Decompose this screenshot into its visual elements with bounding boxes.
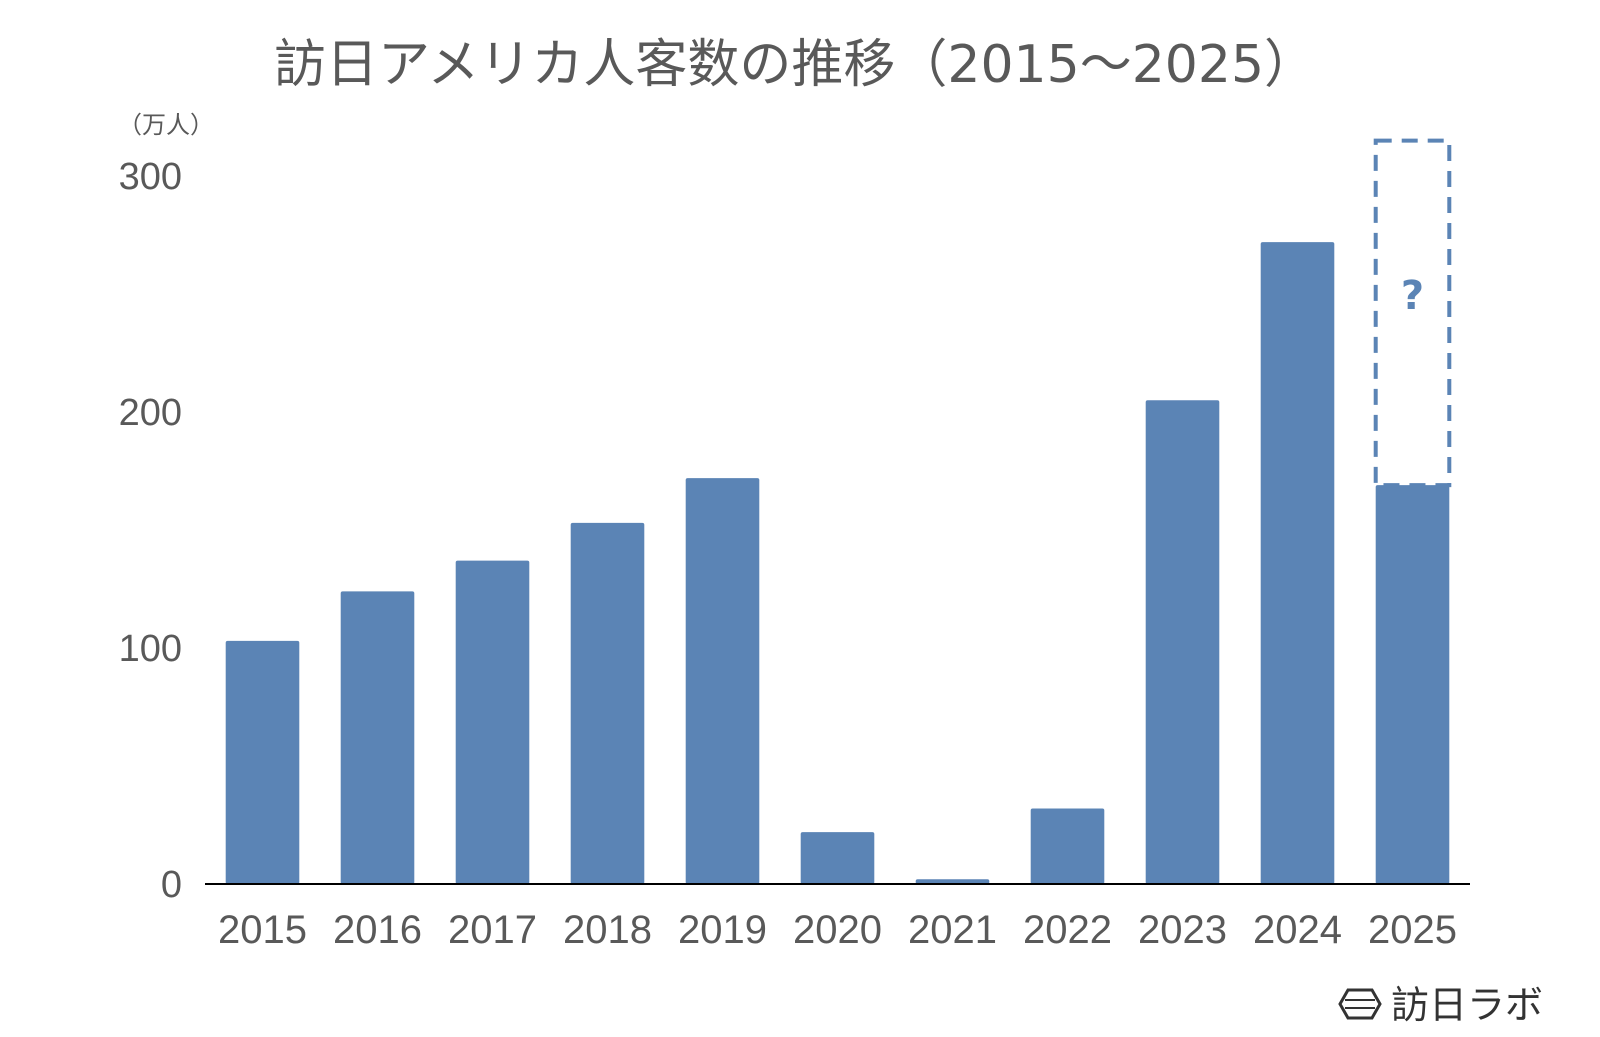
chart-title: 訪日アメリカ人客数の推移（2015〜2025）: [274, 35, 1316, 95]
x-tick-label: 2016: [333, 908, 422, 952]
x-axis-ticks: 2015 2016 2017 2018 2019 2020 2021 2022 2023 2024…: [218, 908, 1457, 952]
bar: [1375, 485, 1450, 884]
forecast-marker: ?: [1401, 273, 1424, 319]
bar: [685, 478, 760, 884]
bar: [340, 591, 415, 884]
bar: [570, 522, 645, 884]
y-tick-label: 0: [161, 864, 182, 906]
bar: [225, 640, 300, 884]
x-tick-label: 2025: [1368, 908, 1457, 952]
brand-name: 訪日ラボ: [1391, 983, 1543, 1027]
forecast-group: ?: [1373, 138, 1452, 488]
forecast-dashed-box: [1373, 138, 1452, 488]
x-tick-label: 2019: [678, 908, 767, 952]
y-axis-unit-label: （万人）: [118, 111, 214, 139]
brand-logo: 訪日ラボ: [1338, 983, 1543, 1027]
bar: [1030, 808, 1105, 884]
bar: [915, 879, 990, 884]
bar: [1260, 242, 1335, 884]
bar: [1145, 400, 1220, 884]
x-tick-label: 2024: [1253, 908, 1342, 952]
bar: [455, 560, 530, 884]
x-tick-label: 2023: [1138, 908, 1227, 952]
y-tick-label: 300: [119, 156, 182, 198]
y-tick-label: 200: [119, 392, 182, 434]
bars-group: [225, 242, 1450, 884]
x-tick-label: 2021: [908, 908, 997, 952]
x-tick-label: 2020: [793, 908, 882, 952]
x-tick-label: 2022: [1023, 908, 1112, 952]
x-tick-label: 2015: [218, 908, 307, 952]
bar: [800, 832, 875, 884]
x-tick-label: 2018: [563, 908, 652, 952]
y-tick-label: 100: [119, 628, 182, 670]
y-axis-ticks: 0 100 200 300: [119, 156, 182, 906]
hexagon-logo-icon: [1338, 988, 1382, 1020]
x-tick-label: 2017: [448, 908, 537, 952]
